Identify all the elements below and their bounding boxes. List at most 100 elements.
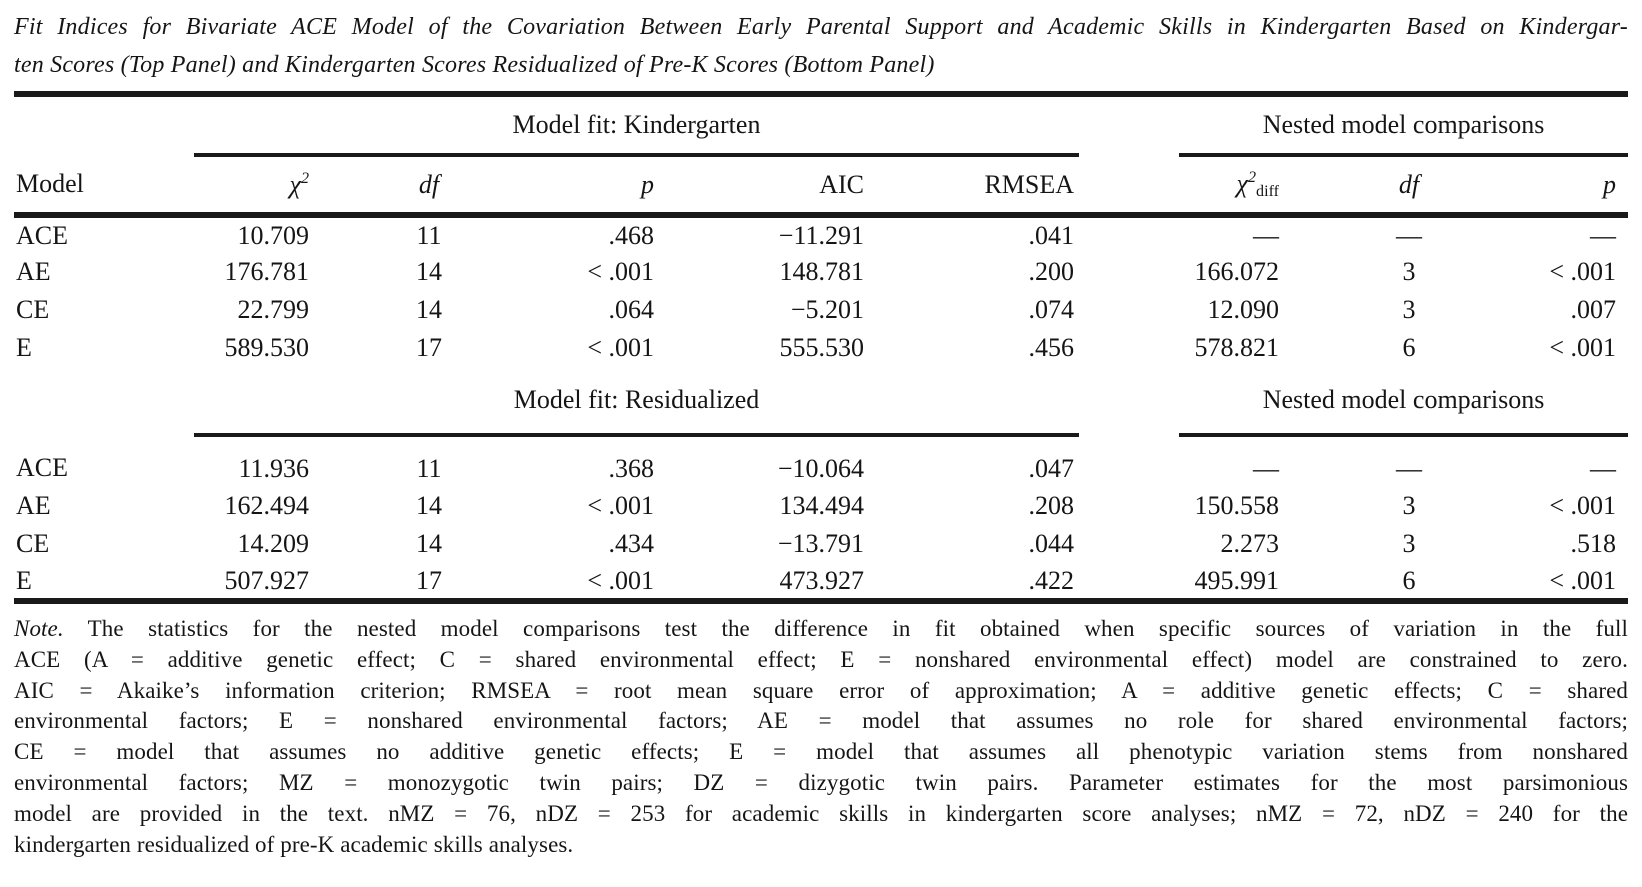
cell-aic: 134.494 <box>779 491 865 520</box>
cell-aic: −5.201 <box>790 295 864 324</box>
cell-chi2: 11.936 <box>238 454 309 483</box>
table-caption: Fit Indices for Bivariate ACE Model of t… <box>14 8 1628 84</box>
group-header-nested-comparisons-top: Nested model comparisons <box>1179 94 1629 157</box>
cell-rmsea: .044 <box>1028 529 1075 558</box>
cell-chidiff: 495.991 <box>1194 565 1280 595</box>
note-line-5: CE = model that assumes no additive gene… <box>14 739 1628 765</box>
cell-chi2: 10.709 <box>237 220 310 250</box>
cell-aic: −13.791 <box>777 529 864 558</box>
cell-aic: 473.927 <box>779 565 865 595</box>
cell-chidiff: — <box>1253 220 1280 250</box>
cell-df: 14 <box>416 491 442 520</box>
cell-p: < .001 <box>587 257 654 286</box>
note-line-1: Note. The statistics for the nested mode… <box>14 614 1628 645</box>
cell-aic: −10.064 <box>777 454 864 483</box>
column-header-model: Model <box>14 155 194 218</box>
column-header-chi-square-diff: χ2diff <box>1179 155 1325 218</box>
chi-superscript: 2 <box>1247 168 1257 186</box>
cell-p-nested: .007 <box>1570 295 1617 324</box>
group-header-model-fit-residualized: Model fit: Residualized <box>194 367 1080 437</box>
paper-page: Fit Indices for Bivariate ACE Model of t… <box>14 8 1629 860</box>
cell-p: .064 <box>608 295 655 324</box>
cell-df: 14 <box>416 257 442 286</box>
cell-model: CE <box>16 529 50 558</box>
column-header-df: df <box>364 155 494 218</box>
cell-chidiff: 150.558 <box>1194 491 1280 520</box>
cell-model: AE <box>16 257 51 286</box>
table-row-kindergarten-e: E 589.530 17 < .001 555.530 .456 578.821… <box>14 329 1628 367</box>
column-header-row: Model χ2 df p AIC RMSEA χ2diff df p <box>14 155 1629 218</box>
table-caption-line-2: ten Scores (Top Panel) and Kindergarten … <box>14 52 935 78</box>
cell-df: 11 <box>416 454 442 483</box>
spacer-cell <box>1079 367 1179 435</box>
cell-p-nested: < .001 <box>1549 491 1617 520</box>
cell-df: 14 <box>416 295 442 324</box>
cell-rmsea: .047 <box>1028 454 1075 483</box>
cell-chi2: 14.209 <box>237 529 310 558</box>
cell-p: < .001 <box>587 491 654 520</box>
chi-symbol: χ <box>289 169 301 199</box>
table-row-kindergarten-ae: AE 176.781 14 < .001 148.781 .200 166.07… <box>14 253 1628 291</box>
table-note: Note. The statistics for the nested mode… <box>14 614 1628 860</box>
table-row-residualized-e: E 507.927 17 < .001 473.927 .422 495.991… <box>14 563 1628 601</box>
cell-rmsea: .200 <box>1028 257 1075 286</box>
cell-model: E <box>16 333 32 362</box>
cell-model: ACE <box>16 220 68 250</box>
cell-aic: −11.291 <box>778 220 864 250</box>
column-header-aic: AIC <box>669 155 879 218</box>
table-row-kindergarten-ace: ACE 10.709 11 .468 −11.291 .041 — — — <box>14 215 1628 253</box>
cell-df: 14 <box>416 529 442 558</box>
cell-df-nested: 6 <box>1402 565 1416 595</box>
spacer-cell <box>1079 155 1180 218</box>
table-row-kindergarten-ce: CE 22.799 14 .064 −5.201 .074 12.090 3 .… <box>14 291 1628 329</box>
note-line-4: environmental factors; E = nonshared env… <box>14 708 1628 734</box>
chi-superscript: 2 <box>300 169 309 187</box>
cell-p: .434 <box>608 529 655 558</box>
column-header-df-nested: df <box>1324 155 1495 218</box>
cell-chi2: 162.494 <box>224 491 310 520</box>
cell-rmsea: .422 <box>1028 565 1075 595</box>
cell-p-nested: — <box>1590 220 1617 250</box>
cell-p-nested: — <box>1590 454 1617 483</box>
cell-df: 17 <box>416 333 442 362</box>
cell-model: ACE <box>16 453 68 482</box>
cell-df-nested: — <box>1396 220 1423 250</box>
empty-corner-cell <box>14 94 194 155</box>
cell-rmsea: .208 <box>1028 491 1075 520</box>
cell-chi2: 176.781 <box>224 257 310 286</box>
cell-p-nested: < .001 <box>1549 257 1617 286</box>
diff-subscript: diff <box>1256 182 1280 200</box>
cell-p-nested: < .001 <box>1549 565 1617 595</box>
cell-chidiff: 578.821 <box>1194 333 1280 362</box>
note-line-1-text: The statistics for the nested model comp… <box>63 616 1628 641</box>
cell-p-nested: .518 <box>1570 529 1617 558</box>
note-line-3: AIC = Akaike’s information criterion; RM… <box>14 677 1628 703</box>
cell-df: 17 <box>416 565 442 595</box>
cell-chi2: 507.927 <box>224 565 310 595</box>
cell-chi2: 589.530 <box>224 333 310 362</box>
cell-model: CE <box>16 295 50 324</box>
note-line-2: ACE (A = additive genetic effect; C = sh… <box>14 646 1628 672</box>
table-caption-line-1: Fit Indices for Bivariate ACE Model of t… <box>14 14 1628 40</box>
cell-rmsea: .074 <box>1028 295 1075 324</box>
cell-df-nested: 6 <box>1402 333 1416 362</box>
note-line-6: environmental factors; MZ = monozygotic … <box>14 769 1628 795</box>
cell-df: 11 <box>416 220 442 250</box>
note-line-7: model are provided in the text. nMZ = 76… <box>14 800 1628 826</box>
table-row-residualized-ce: CE 14.209 14 .434 −13.791 .044 2.273 3 .… <box>14 525 1628 563</box>
column-header-chi-square: χ2 <box>194 155 364 218</box>
cell-chidiff: 2.273 <box>1220 529 1280 558</box>
cell-rmsea: .456 <box>1028 333 1075 362</box>
cell-rmsea: .041 <box>1028 220 1075 250</box>
cell-df-nested: 3 <box>1402 491 1416 520</box>
cell-p: < .001 <box>587 333 654 362</box>
cell-aic: 555.530 <box>779 333 865 362</box>
table-row-residualized-ae: AE 162.494 14 < .001 134.494 .208 150.55… <box>14 487 1628 525</box>
cell-chi2: 22.799 <box>237 295 310 324</box>
cell-chidiff: — <box>1253 454 1280 483</box>
column-header-p-nested: p <box>1494 155 1629 218</box>
cell-chidiff: 12.090 <box>1207 295 1280 324</box>
note-label: Note. <box>14 616 64 641</box>
group-header-model-fit-kindergarten: Model fit: Kindergarten <box>194 94 1080 157</box>
group-header-row: Model fit: Kindergarten Nested model com… <box>14 94 1629 157</box>
